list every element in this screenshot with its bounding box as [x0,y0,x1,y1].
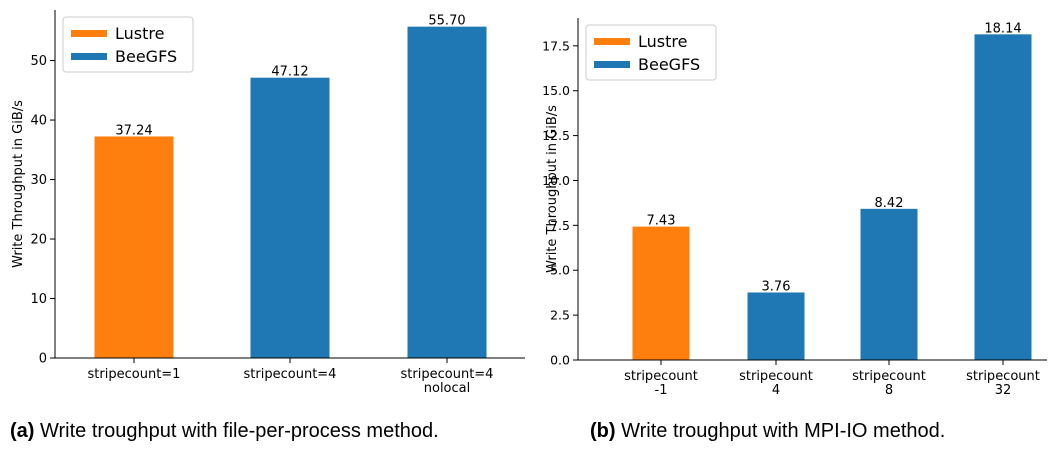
y-tick-label-a-5: 50 [30,54,47,69]
y-tick-label-b-3: 7.5 [550,218,570,233]
data-label-b-3: 18.14 [984,21,1021,36]
data-label-b-2: 8.42 [875,196,904,211]
caption-a: (a) Write troughput with file-per-proces… [10,420,439,443]
chart-b: 7.43 3.76 8.42 18.14 0.0 2.5 5.0 7.5 10.0 12.5 15.… [542,18,1047,398]
x-tick-label-b-3: stripecount 32 [966,369,1040,398]
x-tick-label-b-2: stripecount 8 [852,369,926,398]
bar-b-3 [974,34,1032,361]
y-axis-label-b: Write Throughput in GiB/s [545,105,560,273]
y-tick-label-b-0: 0.0 [550,353,570,368]
y-tick-label-b-2: 5.0 [550,263,570,278]
bar-b-1 [747,292,805,360]
x-tick-label-a-2: stripecount=4 nolocal [401,367,494,396]
legend-swatch-b-0 [594,38,630,45]
bar-b-0 [632,226,690,360]
data-label-a-1: 47.12 [271,65,308,80]
caption-a-tag: (a) [10,420,35,442]
y-axis-label-a: Write Throughput in GiB/s [11,100,26,268]
y-tick-label-a-1: 10 [30,292,47,307]
legend-swatch-b-1 [594,61,630,68]
legend-label-b-0: Lustre [638,32,687,51]
legend-b: Lustre BeeGFS [585,24,717,81]
bar-a-2 [407,26,487,359]
caption-b-tag: (b) [590,420,616,442]
legend-a: Lustre BeeGFS [62,16,194,73]
y-tick-label-a-2: 20 [30,233,47,248]
y-tick-label-a-3: 30 [30,173,47,188]
y-tick-label-a-4: 40 [30,114,47,129]
data-label-b-0: 7.43 [647,214,676,229]
x-tick-label-a-1: stripecount=4 [244,367,337,382]
legend-label-b-1: BeeGFS [638,55,700,74]
x-tick-label-a-0: stripecount=1 [88,367,181,382]
chart-a: 37.24 47.12 55.70 0 10 20 30 40 50 stripecount=1 s… [11,10,525,396]
bar-a-1 [250,77,330,358]
caption-a-text: Write troughput with file-per-process me… [34,420,439,442]
legend-label-a-0: Lustre [115,24,164,43]
x-tick-label-b-0: stripecount -1 [624,369,698,398]
y-tick-label-b-6: 15.0 [542,83,570,98]
y-tick-label-b-7: 17.5 [542,38,570,53]
x-tick-label-b-1: stripecount 4 [739,369,813,398]
data-label-a-0: 37.24 [115,123,152,138]
bar-a-0 [94,136,174,358]
legend-label-a-1: BeeGFS [115,47,177,66]
y-tick-label-b-1: 2.5 [550,308,570,323]
y-tick-label-a-0: 0 [39,352,47,367]
legend-swatch-a-1 [71,53,107,60]
y-tick-label-b-4: 10.0 [542,173,570,188]
data-label-b-1: 3.76 [762,279,791,294]
legend-swatch-a-0 [71,30,107,37]
data-label-a-2: 55.70 [428,14,465,29]
caption-b: (b) Write troughput with MPI-IO method. [590,420,945,443]
bar-b-2 [860,208,918,360]
y-tick-label-b-5: 12.5 [542,128,570,143]
caption-b-text: Write troughput with MPI-IO method. [615,420,946,442]
